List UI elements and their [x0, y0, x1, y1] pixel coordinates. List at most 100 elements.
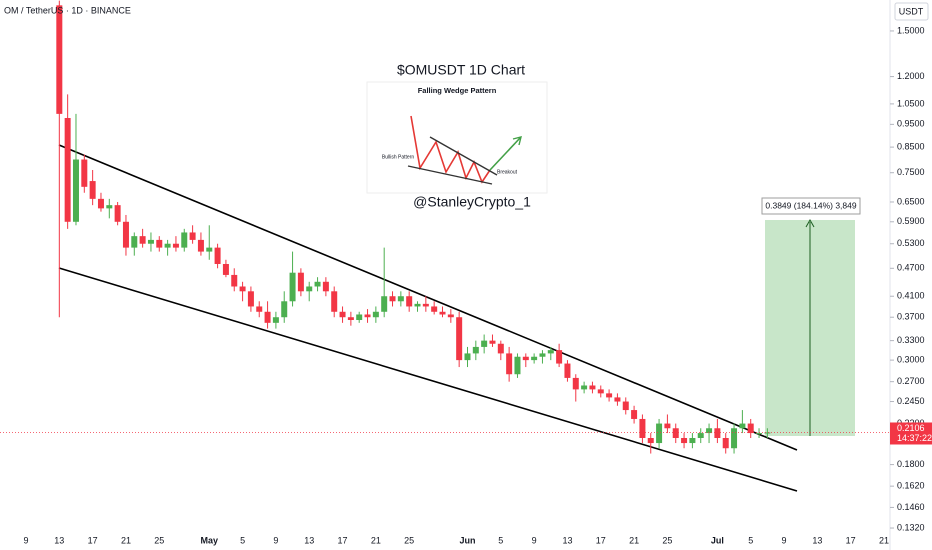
- y-tick-label: 0.6500: [897, 196, 925, 206]
- measure-label-box: [761, 197, 861, 215]
- candle-body: [656, 423, 663, 444]
- candle-body: [364, 314, 371, 318]
- candle-body: [731, 428, 738, 449]
- candle-body: [631, 410, 638, 419]
- x-tick-label: 17: [596, 535, 606, 545]
- candle-body: [506, 353, 513, 375]
- lower-trendline: [58, 267, 798, 492]
- candle-body: [639, 418, 646, 439]
- candle-body: [681, 438, 688, 444]
- candle-body: [164, 243, 171, 248]
- candle-body: [381, 296, 388, 312]
- candle-body: [414, 303, 421, 307]
- candle-body: [447, 314, 454, 318]
- candle-body: [472, 346, 479, 354]
- x-tick-label: 25: [154, 535, 164, 545]
- candle-body: [756, 433, 763, 435]
- candle-body: [139, 236, 146, 244]
- candle-body: [272, 317, 279, 323]
- candle-body: [439, 311, 446, 315]
- x-tick-label: 9: [782, 535, 787, 545]
- candle-body: [289, 272, 296, 302]
- candle-body: [522, 356, 529, 361]
- unit-box: [894, 2, 929, 21]
- author: @StanleyCrypto_1: [413, 194, 531, 210]
- x-tick-label: 5: [748, 535, 753, 545]
- candle-body: [456, 317, 463, 361]
- candle-body: [256, 306, 263, 312]
- x-tick-label: 13: [812, 535, 822, 545]
- x-tick-label: 25: [662, 535, 672, 545]
- x-tick-label: May: [201, 535, 219, 545]
- candle-body: [406, 296, 413, 307]
- x-tick-label: 21: [629, 535, 639, 545]
- candle-body: [422, 303, 429, 307]
- y-tick-label: 0.1460: [897, 502, 925, 512]
- candle-body: [572, 377, 579, 390]
- candle-body: [81, 159, 88, 187]
- candle-body: [314, 281, 321, 287]
- measure-label: 0.3849 (184.14%) 3,849: [765, 200, 856, 210]
- candle-body: [131, 236, 138, 248]
- countdown: 14:37:22: [897, 433, 932, 443]
- candle-body: [564, 363, 571, 378]
- y-tick-label: 0.8500: [897, 141, 925, 151]
- inset-left-label: Bullish Pattern: [382, 154, 414, 160]
- x-tick-label: 17: [338, 535, 348, 545]
- inset-right-label: Breakout: [497, 169, 518, 175]
- candle-body: [56, 5, 63, 114]
- candle-body: [614, 397, 621, 402]
- y-tick-label: 0.5300: [897, 238, 925, 248]
- x-tick-label: 25: [404, 535, 414, 545]
- candle-body: [597, 389, 604, 394]
- candle-body: [281, 301, 288, 318]
- candle-body: [206, 247, 213, 252]
- candle-body: [497, 343, 504, 354]
- price-label: 0.2106: [897, 423, 925, 433]
- candle-body: [72, 159, 79, 222]
- x-tick-label: 13: [304, 535, 314, 545]
- candle-body: [481, 340, 488, 347]
- chart-title: $OMUSDT 1D Chart: [397, 62, 525, 78]
- candle-body: [664, 423, 671, 429]
- inset-zigzag: [410, 115, 491, 184]
- candle-body: [539, 353, 546, 357]
- candle-body: [97, 198, 104, 209]
- y-tick-label: 0.5900: [897, 216, 925, 226]
- inset-arrow-head: [512, 136, 522, 146]
- y-tick-label: 0.4700: [897, 263, 925, 273]
- candle-body: [122, 221, 129, 248]
- candle-body: [547, 350, 554, 354]
- y-tick-label: 0.2450: [897, 396, 925, 406]
- y-tick-label: 1.5000: [897, 25, 925, 35]
- candle-body: [747, 423, 754, 434]
- candle-body: [372, 311, 379, 318]
- candle-body: [697, 433, 704, 439]
- x-tick-label: 21: [121, 535, 131, 545]
- candle-body: [239, 286, 246, 292]
- x-tick-label: 17: [88, 535, 98, 545]
- candle-body: [606, 393, 613, 398]
- candle-body: [764, 432, 771, 434]
- x-tick-label: 17: [846, 535, 856, 545]
- candle-body: [531, 356, 538, 361]
- x-tick-label: 21: [879, 535, 889, 545]
- y-tick-label: 0.1620: [897, 481, 925, 491]
- x-tick-label: 5: [498, 535, 503, 545]
- price-label-box: [890, 422, 932, 445]
- candle-body: [739, 423, 746, 429]
- inset-title: Falling Wedge Pattern: [418, 86, 497, 95]
- target-arrow-head: [805, 218, 815, 228]
- candle-body: [397, 296, 404, 302]
- y-tick-label: 0.4100: [897, 291, 925, 301]
- candle-body: [464, 353, 471, 361]
- candle-body: [622, 401, 629, 411]
- candle-body: [306, 286, 313, 292]
- candle-body: [247, 291, 254, 307]
- candle-body: [331, 291, 338, 312]
- candle-body: [89, 181, 96, 199]
- candle-body: [672, 428, 679, 439]
- candle-body: [581, 385, 588, 390]
- candle-body: [347, 317, 354, 321]
